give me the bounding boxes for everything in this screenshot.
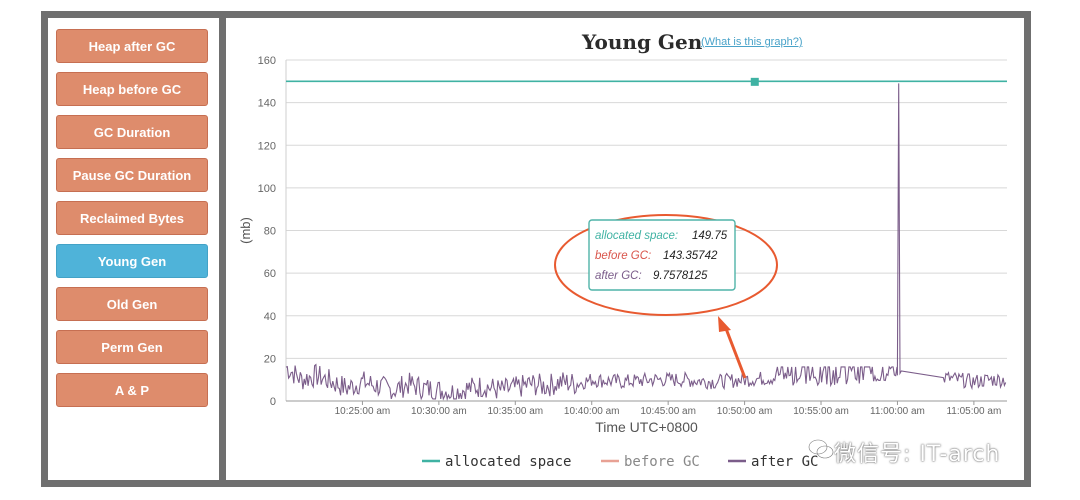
annotation-group: allocated space: 149.75 before GC: 143.3574…	[554, 214, 778, 379]
annotation-arrow-head	[718, 316, 731, 332]
y-tick-label: 140	[258, 98, 276, 110]
legend-entry: before GC	[624, 454, 700, 470]
watermark-text: 微信号: IT-arch	[834, 442, 1001, 467]
y-tick-label: 20	[264, 353, 276, 365]
tooltip-value: 9.7578125	[653, 270, 708, 282]
x-axis: 10:25:00 am 10:30:00 am 10:35:00 am 10:40:0…	[286, 400, 1007, 435]
allocated-highlight-marker	[750, 77, 759, 86]
annotation-ellipse	[554, 214, 778, 316]
tooltip-label: before GC:	[595, 250, 651, 262]
tooltip-label: allocated space:	[595, 230, 678, 242]
legend-entry: after GC	[751, 454, 818, 470]
series-group	[285, 77, 1007, 402]
sidebar: Heap after GC Heap before GC GC Duration…	[48, 18, 219, 480]
tooltip-value: 143.35742	[663, 250, 718, 262]
help-link[interactable]: (What is this graph?)	[701, 36, 803, 48]
nav-perm-gen-button[interactable]: Perm Gen	[56, 330, 208, 364]
x-tick-label: 10:35:00 am	[487, 406, 543, 417]
panel-divider	[219, 18, 226, 480]
wechat-icon	[808, 439, 834, 459]
y-tick-label: 120	[258, 140, 276, 152]
nav-heap-after-gc-button[interactable]: Heap after GC	[56, 29, 208, 63]
nav-heap-before-gc-button[interactable]: Heap before GC	[56, 72, 208, 106]
chart-title: Young Gen	[582, 30, 703, 54]
tooltip-box	[588, 219, 736, 291]
y-tick-label: 40	[264, 311, 276, 323]
y-tick-label: 0	[270, 396, 276, 408]
y-axis: 0 20 40 60 80 100 120 140 160 (mb)	[238, 55, 287, 408]
x-tick-label: 10:45:00 am	[640, 406, 696, 417]
x-axis-label: Time UTC+0800	[595, 419, 698, 435]
y-axis-label: (mb)	[238, 217, 253, 244]
y-tick-label: 160	[258, 55, 276, 67]
x-tick-label: 11:05:00 am	[946, 406, 1001, 417]
annotation-arrow-shaft	[723, 325, 747, 379]
nav-gc-duration-button[interactable]: GC Duration	[56, 115, 208, 149]
nav-old-gen-button[interactable]: Old Gen	[56, 287, 208, 321]
y-tick-label: 60	[264, 268, 276, 280]
x-tick-label: 11:00:00 am	[870, 406, 925, 417]
tooltip-value: 149.75	[692, 230, 728, 242]
x-tick-label: 10:50:00 am	[717, 406, 773, 417]
nav-reclaimed-bytes-button[interactable]: Reclaimed Bytes	[56, 201, 208, 235]
legend-entry: allocated space	[445, 454, 571, 470]
x-tick-label: 10:25:00 am	[335, 406, 391, 417]
nav-a-and-p-button[interactable]: A & P	[56, 373, 208, 407]
legend: allocated space before GC after GC	[422, 454, 818, 470]
x-tick-label: 10:40:00 am	[564, 406, 620, 417]
tooltip-label: after GC:	[595, 270, 642, 282]
nav-pause-gc-duration-button[interactable]: Pause GC Duration	[56, 158, 208, 192]
after-gc-line	[285, 83, 1007, 402]
x-tick-label: 10:30:00 am	[411, 406, 467, 417]
nav-young-gen-button[interactable]: Young Gen	[56, 244, 208, 278]
x-tick-label: 10:55:00 am	[793, 406, 849, 417]
y-tick-label: 80	[264, 226, 276, 238]
y-tick-label: 100	[258, 183, 276, 195]
